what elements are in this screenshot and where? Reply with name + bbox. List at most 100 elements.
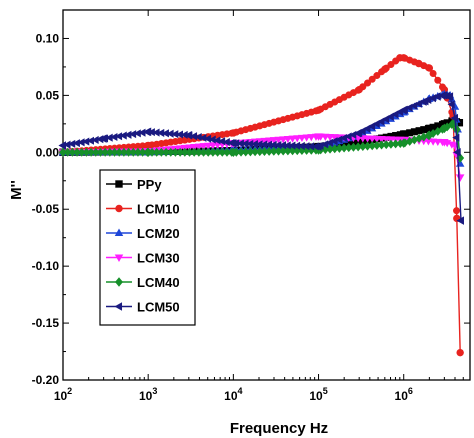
data-point: [420, 96, 429, 106]
data-point: [99, 134, 107, 143]
data-marker: [368, 75, 376, 83]
legend-item-lcm30: LCM30: [106, 251, 180, 266]
x-tick-base: 10: [224, 389, 238, 403]
data-marker: [297, 134, 306, 142]
data-point: [314, 142, 322, 151]
data-point: [314, 133, 323, 141]
x-tick-base: 10: [54, 389, 68, 403]
data-point: [400, 54, 408, 62]
data-point: [381, 65, 389, 73]
y-tick-label: -0.10: [32, 259, 60, 273]
x-tick-base: 10: [309, 389, 323, 403]
data-marker: [367, 122, 376, 131]
legend-box: [99, 169, 196, 326]
legend-item-ppy: PPy: [106, 177, 162, 192]
data-point: [144, 147, 153, 158]
data-marker: [381, 115, 390, 124]
data-marker: [293, 135, 302, 143]
data-marker: [302, 134, 311, 142]
data-point: [415, 59, 423, 68]
data-point: [445, 92, 454, 101]
data-marker: [204, 142, 213, 150]
data-marker: [208, 142, 217, 150]
x-tick-exponent: 6: [408, 386, 413, 396]
x-tick-exponent: 3: [152, 386, 157, 396]
y-tick-label: -0.20: [32, 373, 60, 387]
legend-item-lcm20: LCM20: [106, 226, 180, 241]
y-tick-label: -0.15: [32, 316, 60, 330]
legend-marker: [115, 180, 123, 188]
x-tick-exponent: 2: [67, 386, 72, 396]
data-marker: [364, 79, 372, 87]
data-marker: [434, 76, 442, 84]
legend-marker: [114, 302, 123, 311]
data-marker: [447, 100, 455, 109]
x-tick-label: 104: [224, 386, 242, 403]
data-point: [456, 348, 464, 357]
data-marker: [199, 143, 208, 151]
y-tick-label: 0.05: [36, 88, 60, 102]
legend-marker: [114, 254, 124, 263]
data-marker: [372, 119, 380, 128]
data-marker: [283, 135, 292, 144]
data-marker: [373, 72, 381, 80]
x-tick-label: 106: [395, 386, 413, 403]
legend-item-lcm50: LCM50: [106, 300, 180, 315]
y-tick-label: 0.10: [36, 31, 60, 45]
legend-marker: [115, 204, 123, 213]
data-point: [143, 127, 152, 137]
series-lcm50: [58, 91, 464, 225]
series-layer: [58, 54, 465, 357]
y-tick-label: -0.05: [32, 202, 60, 216]
data-point: [228, 138, 237, 148]
x-tick-base: 10: [139, 389, 153, 403]
data-marker: [429, 69, 437, 77]
data-marker: [194, 143, 203, 151]
data-marker: [269, 137, 278, 145]
data-point: [433, 92, 441, 101]
data-marker: [453, 207, 461, 215]
data-point: [184, 130, 192, 140]
data-marker: [363, 124, 371, 133]
x-tick-label: 105: [309, 386, 327, 403]
data-point: [314, 106, 323, 114]
data-marker: [307, 134, 316, 142]
data-point: [59, 147, 67, 158]
x-tick-label: 103: [139, 386, 157, 403]
data-marker: [452, 133, 460, 142]
data-marker: [274, 136, 283, 144]
legend-label: LCM10: [137, 202, 180, 217]
x-tick-exponent: 4: [238, 386, 243, 396]
data-point: [425, 130, 434, 140]
data-point: [450, 113, 459, 123]
x-tick-exponent: 5: [323, 386, 328, 396]
x-tick-base: 10: [395, 389, 409, 403]
legend-label: LCM20: [137, 226, 180, 241]
legend-label: PPy: [137, 177, 162, 192]
data-marker: [358, 127, 366, 136]
data-point: [456, 216, 464, 225]
y-tick-label: 0.00: [36, 145, 60, 159]
data-point: [440, 139, 449, 147]
legend-marker: [115, 277, 123, 287]
data-marker: [288, 135, 297, 143]
legend-label: LCM50: [137, 300, 180, 315]
data-marker: [391, 110, 399, 119]
data-marker: [377, 117, 385, 126]
data-point: [440, 123, 449, 134]
data-point: [355, 85, 363, 94]
data-point: [354, 128, 363, 138]
data-marker: [279, 136, 288, 144]
data-point: [439, 91, 448, 100]
data-point: [399, 105, 407, 115]
data-point: [425, 64, 434, 72]
x-tick-label: 102: [54, 386, 72, 403]
data-marker: [190, 144, 199, 152]
legend-label: LCM40: [137, 275, 180, 290]
data-marker: [265, 137, 274, 145]
data-point: [58, 141, 67, 150]
x-axis-title: Frequency Hz: [230, 420, 328, 437]
data-marker: [387, 61, 395, 69]
